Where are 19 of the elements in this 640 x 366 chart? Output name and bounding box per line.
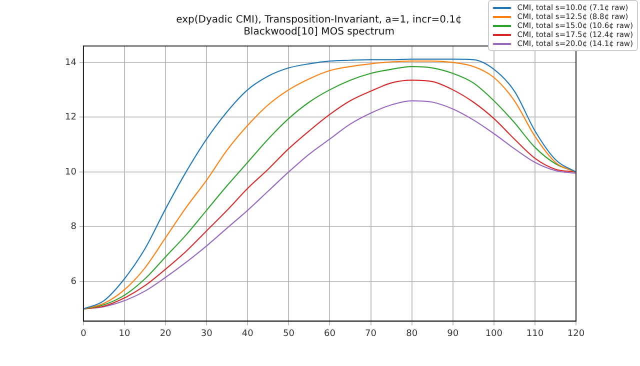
x-tick-label: 80	[406, 328, 418, 339]
x-tick-label: 60	[324, 328, 336, 339]
y-tick-label: 12	[65, 112, 76, 123]
x-tick-label: 110	[526, 328, 544, 339]
chart-title: exp(Dyadic CMI), Transposition-Invariant, a=1, incr=0.1¢ Blackwood[10] MOS spectrum	[176, 14, 462, 38]
x-tick-label: 120	[567, 328, 585, 339]
x-tick-label: 10	[118, 328, 130, 339]
x-tick-label: 40	[242, 328, 254, 339]
x-tick-label: 100	[485, 328, 503, 339]
x-tick-label: 0	[80, 328, 87, 339]
y-tick-label: 14	[65, 58, 77, 68]
x-tick-label: 20	[160, 328, 172, 339]
y-tick-label: 10	[65, 167, 77, 178]
x-tick-label: 50	[282, 328, 295, 339]
x-tick-label: 90	[447, 328, 459, 339]
x-tick-label: 30	[200, 328, 213, 339]
y-tick-label: 8	[70, 222, 77, 232]
y-tick-label: 6	[70, 276, 77, 287]
x-tick-label: 70	[365, 328, 377, 339]
